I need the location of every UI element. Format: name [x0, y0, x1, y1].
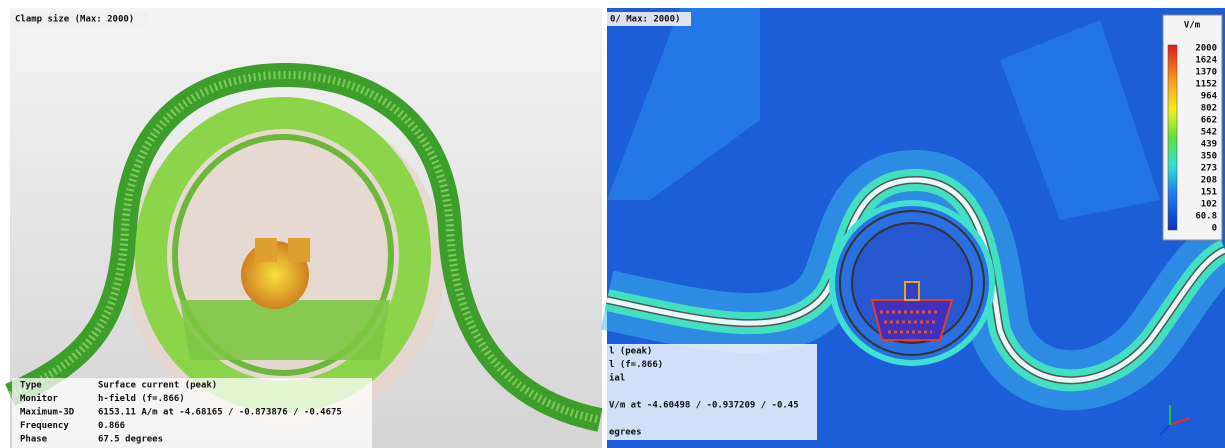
view-header: 0/ Max: 2000): [610, 15, 680, 25]
colorbar-label: 208: [1201, 176, 1217, 186]
info-value: 0.866: [98, 421, 125, 431]
colorbar-label: 1152: [1195, 80, 1217, 90]
colorbar-label: 350: [1201, 152, 1217, 162]
colorbar-label: 60.8: [1195, 212, 1217, 222]
colorbar-label: 1370: [1195, 68, 1217, 78]
colorbar-label: 0: [1212, 224, 1217, 234]
info-key: Frequency: [20, 421, 69, 431]
view-header: Clamp size (Max: 2000): [15, 14, 134, 25]
info-value: 67.5 degrees: [98, 435, 163, 445]
colorbar-label: 964: [1201, 92, 1218, 102]
info-value: Surface current (peak): [98, 381, 217, 391]
colorbar-label: 662: [1201, 116, 1217, 126]
info-line: l (peak): [609, 347, 652, 357]
colorbar-label: 439: [1201, 140, 1217, 150]
colorbar-label: 2000: [1195, 44, 1217, 54]
colorbar-label: 542: [1201, 128, 1217, 138]
colorbar-label: 151: [1201, 188, 1217, 198]
info-value: h-field (f=.866): [98, 393, 185, 404]
colorbar-label: 802: [1201, 104, 1217, 114]
left-view: [5, 8, 603, 448]
info-line: V/m at -4.60498 / -0.937209 / -0.45: [609, 401, 799, 411]
colorbar-label: 273: [1201, 164, 1217, 174]
colorbar-label: 1624: [1195, 56, 1217, 66]
labels: Clamp size (Max: 2000) 0/ Max: 2000) V/m: [12, 12, 1201, 448]
info-line: egrees: [609, 428, 642, 438]
info-line: ial: [609, 373, 625, 384]
info-key: Monitor: [20, 393, 59, 404]
info-line: l (f=.866): [609, 360, 663, 370]
colorbar-label: 102: [1201, 200, 1217, 210]
info-key: Maximum-3D: [20, 407, 75, 418]
info-key: Phase: [20, 435, 48, 445]
colorbar-unit: V/m: [1184, 21, 1201, 31]
info-value: 6153.11 A/m at -4.68165 / -0.873876 / -0…: [98, 408, 342, 418]
info-key: Type: [20, 381, 42, 391]
